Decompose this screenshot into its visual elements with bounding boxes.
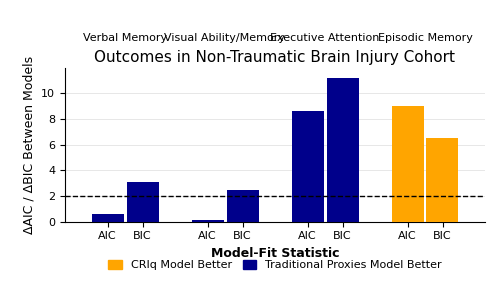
Y-axis label: ΔAIC / ΔBIC Between Models: ΔAIC / ΔBIC Between Models — [22, 56, 36, 234]
Bar — [126, 182, 158, 222]
Legend: CRIq Model Better, Traditional Proxies Model Better: CRIq Model Better, Traditional Proxies M… — [104, 256, 446, 275]
Text: Verbal Memory: Verbal Memory — [83, 33, 167, 43]
Bar — [326, 78, 358, 222]
Bar — [92, 214, 124, 222]
Text: Episodic Memory: Episodic Memory — [378, 33, 472, 43]
X-axis label: Model-Fit Statistic: Model-Fit Statistic — [211, 247, 339, 260]
Text: Visual Ability/Memory: Visual Ability/Memory — [164, 33, 286, 43]
Title: Outcomes in Non-Traumatic Brain Injury Cohort: Outcomes in Non-Traumatic Brain Injury C… — [94, 50, 456, 65]
Bar — [192, 221, 224, 222]
Bar — [426, 138, 458, 222]
Bar — [292, 111, 324, 222]
Bar — [392, 106, 424, 222]
Text: Executive Attention: Executive Attention — [270, 33, 380, 43]
Bar — [226, 190, 258, 222]
